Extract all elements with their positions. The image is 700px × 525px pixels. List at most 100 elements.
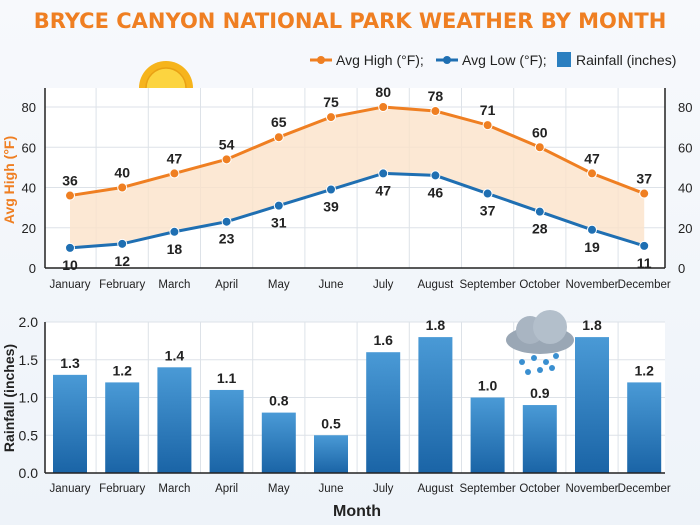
rain-bar — [157, 367, 192, 473]
data-label-low: 47 — [375, 182, 391, 198]
point-low — [273, 200, 284, 211]
point-low — [117, 238, 128, 249]
data-label-high: 65 — [271, 114, 287, 130]
point-high — [169, 168, 180, 179]
x-tick-bottom: July — [373, 483, 394, 495]
bar-label: 1.6 — [373, 332, 393, 348]
point-low — [326, 184, 336, 195]
rain-bar — [209, 389, 244, 473]
data-label-high: 40 — [114, 165, 130, 181]
rain-bar — [627, 382, 662, 473]
y-tick: 0.0 — [19, 465, 39, 481]
top-y-axis-label: Avg High (°F) — [1, 136, 17, 224]
data-label-low: 10 — [62, 257, 78, 273]
data-label-low: 31 — [271, 215, 287, 231]
legend-rain-label: Rainfall (inches) — [576, 52, 676, 68]
data-label-low: 12 — [114, 253, 130, 269]
point-low — [378, 168, 389, 179]
point-high — [639, 188, 650, 199]
point-high — [273, 132, 284, 143]
data-label-low: 37 — [480, 203, 496, 219]
rain-bar — [418, 337, 453, 473]
data-label-high: 80 — [375, 84, 391, 100]
data-label-high: 47 — [584, 150, 600, 166]
x-tick-top: April — [215, 279, 238, 291]
rain-bar — [105, 382, 140, 473]
x-tick-bottom: August — [417, 483, 454, 495]
data-label-low: 39 — [323, 199, 339, 215]
y-tick: 1.5 — [19, 352, 39, 368]
point-low — [169, 226, 180, 237]
data-label-high: 60 — [532, 124, 548, 140]
bar-label: 1.8 — [582, 317, 602, 333]
data-label-low: 28 — [532, 221, 548, 237]
point-high — [326, 112, 336, 123]
line-low — [69, 171, 645, 250]
x-tick-bottom: December — [618, 483, 671, 495]
bar-label: 1.2 — [634, 362, 654, 378]
rain-bar — [53, 374, 87, 473]
data-label-high: 71 — [480, 102, 496, 118]
point-low — [221, 216, 232, 227]
y-tick-left: 60 — [22, 140, 36, 155]
high-low-band — [70, 107, 645, 248]
point-high — [430, 106, 441, 117]
chart-title: BRYCE CANYON NATIONAL PARK WEATHER BY MO… — [34, 9, 667, 33]
x-axis-label: Month — [333, 503, 381, 520]
x-tick-top: November — [565, 279, 618, 291]
point-low — [482, 188, 493, 199]
point-low — [430, 170, 441, 181]
point-high — [65, 190, 75, 201]
x-tick-top: June — [319, 279, 344, 291]
x-tick-top: July — [373, 279, 394, 291]
x-tick-bottom: February — [99, 483, 145, 495]
y-tick: 2.0 — [19, 314, 39, 330]
x-tick-top: February — [99, 279, 145, 291]
bar-label: 1.8 — [426, 317, 446, 333]
bar-label: 0.5 — [321, 415, 341, 431]
data-label-low: 23 — [219, 231, 235, 247]
bar-label: 1.3 — [60, 355, 80, 371]
bar-label: 0.9 — [530, 385, 550, 401]
data-label-high: 36 — [62, 173, 78, 189]
rain-bar — [366, 352, 401, 473]
y-tick-left: 20 — [22, 221, 36, 236]
bar-label: 0.8 — [269, 393, 289, 409]
rain-cloud-icon — [506, 310, 574, 375]
line-high — [69, 105, 645, 198]
rain-bar — [314, 435, 348, 473]
legend-rain-swatch — [557, 52, 571, 67]
legend-high-label: Avg High (°F); — [336, 52, 424, 68]
point-low — [587, 224, 597, 235]
rain-bar — [261, 412, 296, 473]
x-tick-top: August — [417, 279, 454, 291]
x-tick-top: January — [50, 279, 91, 291]
x-tick-bottom: June — [319, 483, 344, 495]
data-label-high: 37 — [636, 171, 652, 187]
x-tick-bottom: April — [215, 483, 238, 495]
data-label-high: 78 — [428, 88, 444, 104]
data-label-low: 19 — [584, 239, 600, 255]
rain-bar — [575, 337, 609, 473]
y-tick: 0.5 — [19, 427, 39, 443]
point-high — [587, 168, 597, 179]
y-tick-right: 20 — [678, 221, 692, 236]
y-tick-right: 40 — [678, 181, 692, 196]
point-low — [65, 242, 75, 253]
rain-bar — [470, 397, 505, 473]
bar-label: 1.2 — [112, 362, 132, 378]
x-tick-bottom: May — [268, 483, 290, 495]
legend-low-marker — [443, 56, 451, 64]
x-tick-top: September — [459, 279, 515, 291]
y-tick-right: 80 — [678, 100, 692, 115]
x-tick-bottom: November — [565, 483, 618, 495]
rain-bar — [522, 405, 557, 473]
y-tick: 1.0 — [19, 390, 39, 406]
data-label-low: 46 — [428, 184, 444, 200]
bar-label: 1.1 — [217, 370, 237, 386]
y-tick-left: 80 — [22, 100, 36, 115]
point-high — [221, 154, 232, 165]
data-label-high: 75 — [323, 94, 339, 110]
bottom-y-axis-label: Rainfall (inches) — [1, 344, 17, 452]
